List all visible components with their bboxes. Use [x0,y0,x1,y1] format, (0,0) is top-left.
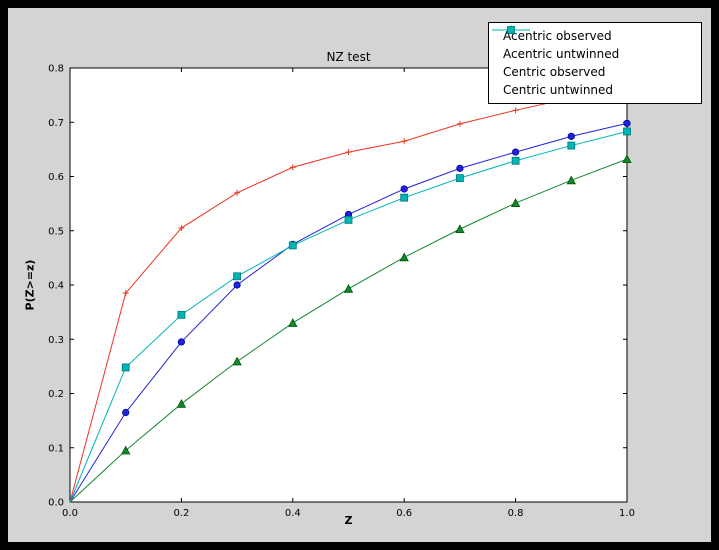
svg-text:0.6: 0.6 [48,172,64,183]
svg-text:0.0: 0.0 [62,508,78,519]
svg-text:0.8: 0.8 [48,64,64,75]
y-axis-label: P(Z>=z) [23,259,37,311]
svg-text:0.3: 0.3 [48,335,64,346]
svg-text:0.8: 0.8 [508,508,524,519]
legend-label: Acentric untwinned [503,47,620,61]
svg-text:0.1: 0.1 [48,443,64,454]
svg-text:0.2: 0.2 [48,389,64,400]
svg-text:0.7: 0.7 [48,118,64,129]
x-axis-label: Z [344,514,353,527]
svg-text:0.4: 0.4 [285,508,301,519]
svg-text:1.0: 1.0 [619,508,635,519]
legend-item: Acentric untwinned [492,25,695,63]
svg-text:0.5: 0.5 [48,226,64,237]
legend-label: Acentric observed [503,29,612,43]
legend: Acentric observed Acentric untwinned Centr… [488,22,702,104]
legend-item: Centric observed [492,27,695,81]
svg-text:0.0: 0.0 [48,498,64,509]
legend-label: Centric observed [503,65,606,79]
legend-line-sample [492,26,530,34]
chart-title: NZ test [326,50,371,64]
svg-text:0.6: 0.6 [396,508,412,519]
svg-text:0.4: 0.4 [48,281,64,292]
svg-text:0.2: 0.2 [173,508,189,519]
figure-canvas: 0.0 0.2 0.4 0.6 0.8 1.0 0.0 0.1 0.2 0.3 0.4 0.5 0.6 0… [8,8,711,542]
nz-test-plot: 0.0 0.2 0.4 0.6 0.8 1.0 0.0 0.1 0.2 0.3 0.4 0.5 0.6 0… [48,64,635,520]
legend-item: Centric untwinned [492,26,695,99]
legend-label: Centric untwinned [503,83,614,97]
